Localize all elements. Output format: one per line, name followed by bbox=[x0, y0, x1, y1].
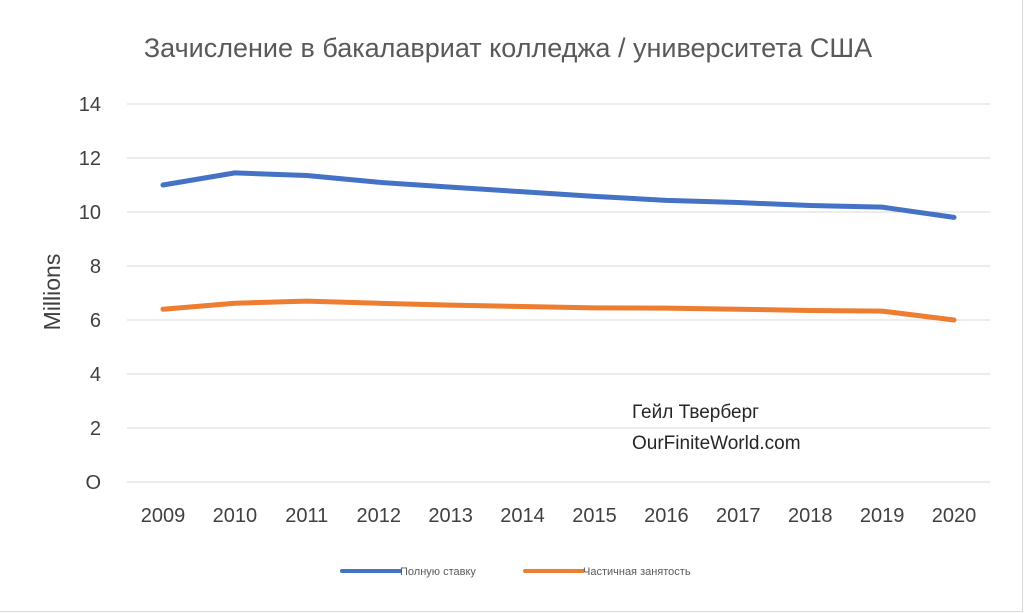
x-tick-label: 2010 bbox=[213, 505, 258, 527]
y-tick-label: 10 bbox=[79, 202, 101, 224]
y-tick-label: O bbox=[85, 472, 101, 494]
x-tick-label: 2019 bbox=[860, 505, 905, 527]
x-tick-label: 2012 bbox=[356, 505, 401, 527]
y-tick-label: 14 bbox=[79, 94, 101, 116]
x-tick-label: 2014 bbox=[500, 505, 545, 527]
x-tick-label: 2016 bbox=[644, 505, 689, 527]
legend-label-full-time: Полную ставку bbox=[400, 566, 476, 578]
y-axis-ticks: O 2 4 6 8 10 12 14 bbox=[79, 94, 101, 494]
x-tick-label: 2020 bbox=[932, 505, 977, 527]
chart-title: Зачисление в бакалавриат колледжа / унив… bbox=[144, 33, 872, 63]
gridlines bbox=[127, 103, 990, 483]
site-annotation: OurFiniteWorld.com bbox=[632, 433, 801, 454]
author-annotation: Гейл Тверберг bbox=[632, 402, 759, 423]
y-tick-label: 6 bbox=[90, 310, 101, 332]
y-tick-label: 4 bbox=[90, 364, 101, 386]
x-tick-label: 2015 bbox=[572, 505, 617, 527]
y-tick-label: 2 bbox=[90, 418, 101, 440]
legend: Полную ставку Частичная занятость bbox=[340, 566, 691, 578]
series-lines bbox=[160, 170, 957, 323]
series-line-full-time bbox=[160, 170, 957, 220]
y-axis-label: Millions bbox=[39, 254, 65, 331]
x-tick-label: 2009 bbox=[141, 505, 186, 527]
series-line-part-time bbox=[160, 298, 957, 323]
x-tick-label: 2017 bbox=[716, 505, 761, 527]
x-tick-label: 2018 bbox=[788, 505, 833, 527]
legend-label-part-time: Частичная занятость bbox=[583, 566, 691, 578]
x-tick-label: 2011 bbox=[285, 505, 328, 527]
y-tick-label: 8 bbox=[90, 256, 101, 278]
y-tick-label: 12 bbox=[79, 148, 101, 170]
x-tick-label: 2013 bbox=[428, 505, 473, 527]
x-axis-ticks: 2009 2010 2011 2012 2013 2014 2015 2016 2017 2018… bbox=[141, 505, 977, 527]
